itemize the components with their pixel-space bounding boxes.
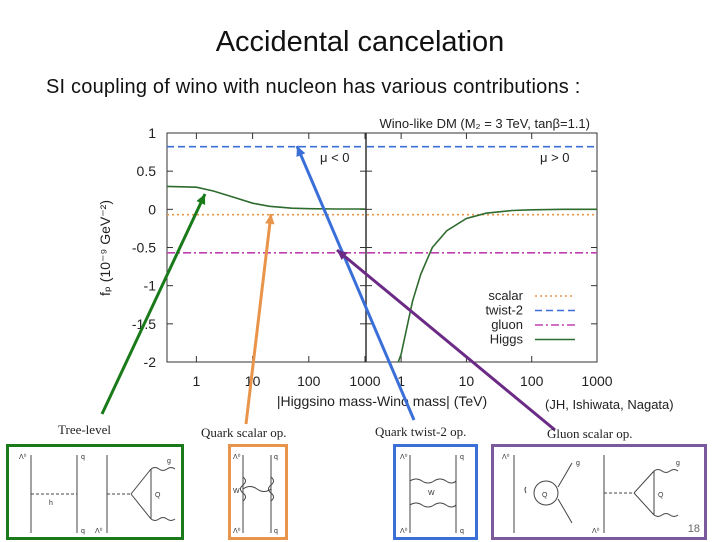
x-tick-label: 1000 [349, 373, 380, 389]
x-tick-label: 1 [192, 373, 200, 389]
feynman-diagram-tree: Λ⁰ q h Λ⁰ q g Q [19, 453, 176, 535]
arrow-gluon [336, 248, 556, 432]
label-gluon-scalar: Gluon scalar op. [547, 426, 633, 441]
tree-particle-2: h [49, 500, 53, 507]
tree-particle-0: Λ⁰ [19, 453, 27, 461]
legend-label: twist-2 [485, 303, 523, 318]
gl-particle-4: g [676, 460, 680, 467]
arrow-gluon-head [337, 250, 348, 260]
qs-particle-1: q [274, 454, 278, 461]
y-tick-label: 0.5 [137, 163, 157, 179]
legend-label: gluon [491, 317, 523, 332]
arrow-tree-head [196, 194, 206, 205]
qs-particle-3: Λ⁰ [233, 527, 241, 535]
gl-particle-2: Q [542, 492, 548, 499]
y-tick-label: -1 [144, 278, 157, 294]
diagram-box-twist2: Λ⁰ q W Λ⁰ q [393, 444, 478, 540]
gl-particle-5: Q [658, 492, 664, 499]
gl-particle-1: g [576, 460, 580, 467]
arrow-quark-scalar [244, 213, 273, 425]
y-tick-label: -0.5 [132, 240, 156, 256]
gl-particle-3: Λ⁰ [592, 527, 600, 535]
feynman-diagram-gluon: Λ⁰ g Q Λ⁰ g Q [502, 453, 680, 535]
y-tick-label: 0 [148, 201, 156, 217]
tree-particle-6: Q [155, 492, 161, 499]
label-tree-level: Tree-level [58, 422, 111, 437]
y-tick-label: 1 [148, 125, 156, 141]
x-tick-label: 1 [397, 373, 405, 389]
label-quark-scalar: Quark scalar op. [201, 425, 287, 440]
tw-particle-2: W [428, 490, 435, 497]
x-tick-label: 100 [520, 373, 544, 389]
diagram-box-tree: Λ⁰ q h Λ⁰ q g Q [6, 444, 184, 540]
x-tick-label: 10 [459, 373, 475, 389]
credit-text: (JH, Ishiwata, Nagata) [545, 397, 674, 412]
x-tick-label: 10 [245, 373, 261, 389]
diagram-box-quark-scalar: Λ⁰ q W Λ⁰ q [228, 444, 288, 540]
x-tick-label: 100 [297, 373, 321, 389]
gl-particle-0: Λ⁰ [502, 453, 510, 461]
tw-particle-1: q [460, 454, 464, 461]
tree-particle-5: g [167, 458, 171, 465]
tree-particle-3: Λ⁰ [95, 527, 103, 535]
legend-label: Higgs [490, 332, 524, 347]
tree-particle-1: q [81, 454, 85, 461]
slide-subtitle: SI coupling of wino with nucleon has var… [46, 76, 581, 98]
arrow-quark-scalar-head [265, 214, 275, 225]
feynman-diagram-quark-scalar: Λ⁰ q W Λ⁰ q [233, 453, 278, 535]
slide-title: Accidental cancelation [215, 26, 505, 58]
arrow-twist2-head [296, 146, 306, 157]
legend-label: scalar [488, 288, 523, 303]
label-quark-twist2: Quark twist-2 op. [375, 424, 467, 439]
tw-particle-4: q [460, 528, 464, 535]
diagram-box-gluon: Λ⁰ g Q Λ⁰ g Q 18 [491, 444, 707, 540]
tree-particle-4: q [81, 528, 85, 535]
x-axis-title: |Higgsino mass-Wino mass| (TeV) [277, 393, 487, 409]
panel-label-left: μ < 0 [320, 150, 350, 165]
tw-particle-3: Λ⁰ [400, 527, 408, 535]
page-number: 18 [687, 523, 700, 535]
tw-particle-0: Λ⁰ [400, 453, 408, 461]
feynman-diagram-twist2: Λ⁰ q W Λ⁰ q [400, 453, 464, 535]
panel-label-right: μ > 0 [540, 150, 570, 165]
x-tick-label: 1000 [581, 373, 612, 389]
y-axis-title: fₚ (10⁻⁹ GeV⁻²) [97, 200, 113, 296]
qs-particle-4: q [274, 528, 278, 535]
qs-particle-2: W [233, 488, 240, 495]
qs-particle-0: Λ⁰ [233, 453, 241, 461]
arrow-twist2 [295, 145, 416, 421]
series-line-Higgs-panel_left [166, 185, 365, 210]
chart-title: Wino-like DM (M₂ = 3 TeV, tanβ=1.1) [380, 116, 591, 131]
y-tick-label: -2 [144, 354, 157, 370]
plot-frame [166, 132, 598, 363]
arrow-tree [100, 193, 207, 415]
